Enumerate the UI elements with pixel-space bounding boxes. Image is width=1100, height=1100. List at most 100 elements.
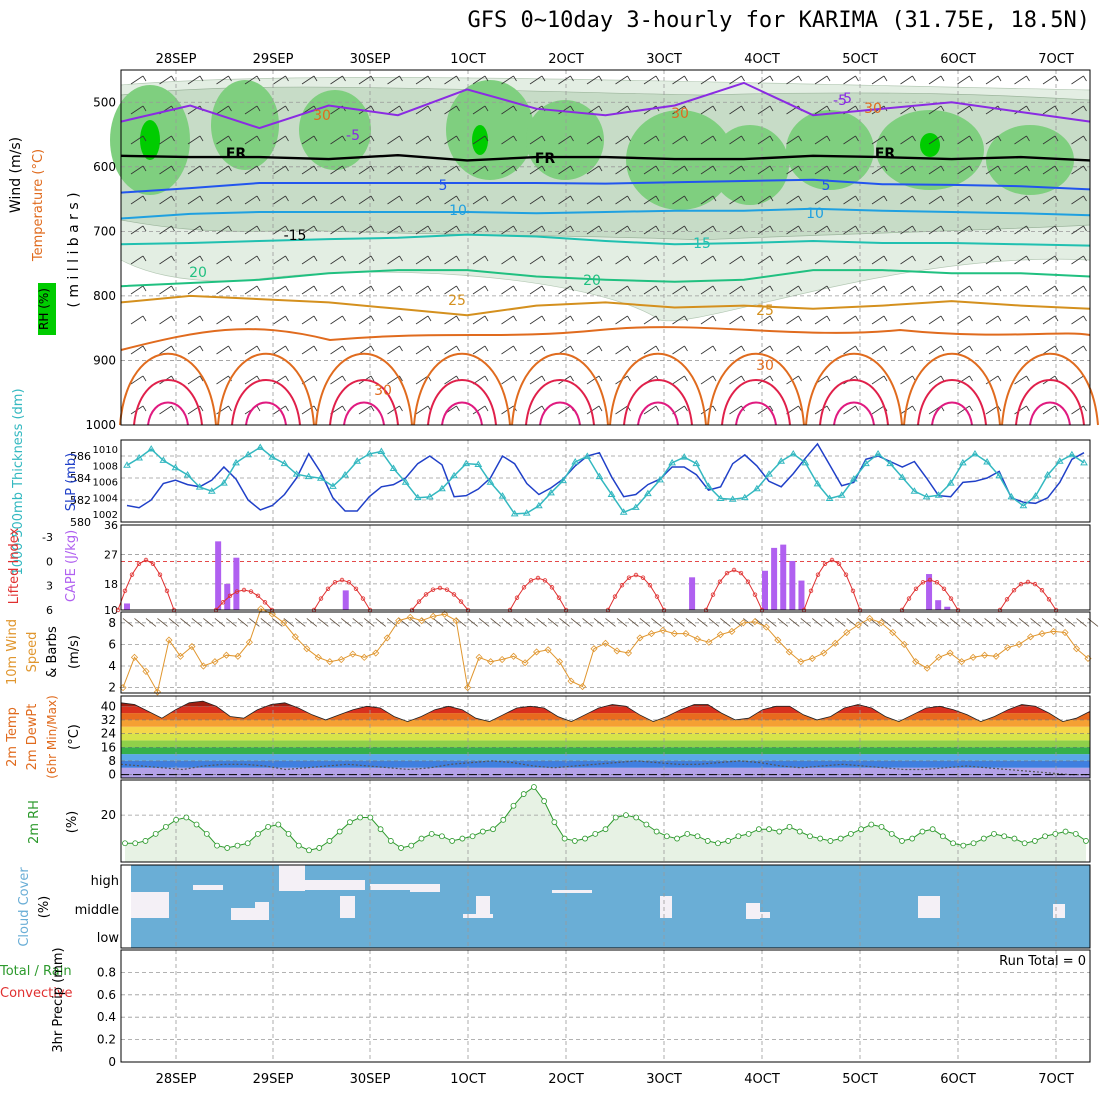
wind-barb-10m (409, 618, 421, 627)
wind-barb (444, 315, 457, 325)
contour-label: 30 (864, 101, 882, 117)
wind-barb (142, 345, 147, 352)
isotherm-35 (329, 379, 399, 426)
li-line (803, 559, 861, 611)
wind-barb (928, 315, 942, 325)
wind-barb (273, 255, 286, 265)
wind-barb (472, 225, 486, 235)
wind-barb (501, 285, 514, 295)
rh2m-marker (490, 826, 496, 833)
wind-barb (586, 255, 600, 265)
wind-barb (684, 75, 688, 82)
rh2m-marker (449, 838, 456, 844)
slp-marker (425, 492, 434, 500)
wind-barb-10m (800, 618, 812, 627)
li-marker (1018, 581, 1024, 587)
wind-barb (1054, 345, 1059, 352)
wind-barb (798, 315, 802, 322)
wind-barb-10m (880, 618, 892, 627)
wind-barb-10m (341, 618, 352, 627)
wind-barb (484, 345, 489, 352)
wind-barb (285, 375, 289, 382)
wind10-marker (981, 651, 989, 659)
wind-barb (855, 405, 859, 412)
pressure-tick: 700 (93, 224, 116, 238)
wind10-marker (383, 634, 391, 642)
slp-marker (644, 489, 652, 497)
wind-barb (444, 105, 457, 115)
wind-barb (712, 105, 717, 112)
wind-barb (900, 255, 913, 265)
wind10-marker (1004, 644, 1012, 652)
cloud-white (255, 902, 269, 920)
rh-axis-label: RH (%) (37, 288, 51, 330)
wind-barb (484, 75, 489, 82)
wind-barb (712, 285, 717, 292)
wind-barb (285, 315, 289, 322)
slp-marker (232, 458, 240, 466)
wind-barb (769, 345, 774, 352)
wind10-marker (372, 649, 380, 657)
li-tick: 6 (46, 604, 53, 617)
wind-barb (330, 135, 343, 145)
slp-marker (401, 478, 410, 485)
temp-band (121, 767, 1090, 778)
wind-barb (985, 135, 999, 145)
wind-barb (1042, 285, 1056, 295)
wind-barb (1042, 195, 1056, 205)
wind-barb (883, 345, 888, 352)
wind-barb-10m (697, 618, 708, 627)
wind-barb (643, 75, 657, 85)
wind-barb (940, 135, 945, 142)
wind-barb (684, 375, 688, 382)
wind-barb (712, 345, 717, 352)
isotherm-35 (819, 379, 889, 426)
slp-marker (207, 487, 216, 494)
wind-barb-10m (1053, 618, 1064, 627)
wind-barb (472, 405, 486, 415)
li-tick: 0 (46, 555, 53, 568)
slp-marker (571, 458, 580, 465)
slp-tick: 1010 (93, 445, 118, 456)
rh2m-marker (1072, 830, 1079, 837)
wind-barb (228, 105, 232, 112)
wind-barb (1083, 405, 1087, 412)
wind-barb-10m (1030, 618, 1041, 627)
wind-barb (957, 75, 970, 85)
wind-barb (700, 165, 714, 175)
rh2m-marker (173, 816, 180, 823)
wind-barb (541, 315, 546, 322)
wind-barb (798, 225, 802, 232)
rh2m-marker (244, 840, 251, 847)
wind10-marker (395, 617, 403, 625)
wind-barb (985, 375, 999, 385)
wind-barb (598, 375, 603, 382)
rh2m-marker (162, 823, 169, 830)
wind-barb (912, 405, 916, 412)
wind-barb (456, 195, 460, 202)
cape-bar (798, 580, 805, 610)
wind-barb (883, 315, 888, 322)
wind-barb (415, 225, 429, 235)
wind-barb-10m (1064, 618, 1076, 627)
wind-barb (883, 225, 888, 232)
wind-barb-10m (720, 618, 731, 627)
wind-barb (729, 405, 742, 415)
temp-tick: 8 (108, 754, 116, 768)
wind-barb-10m (651, 618, 662, 627)
li-line (411, 587, 469, 611)
wind-barb (358, 285, 372, 295)
wind-barb (444, 375, 457, 385)
wind-barb (997, 405, 1002, 412)
slp-marker (450, 471, 458, 479)
wind-barb (655, 405, 660, 412)
wind-barb (814, 405, 828, 415)
cape-bar (215, 541, 222, 610)
rh2m-marker (970, 840, 977, 847)
wind-barb (786, 285, 799, 295)
dewpt-axis-label: 2m DewPt (25, 704, 40, 771)
wind10-marker (188, 642, 196, 651)
wind-barb (456, 315, 460, 322)
thickness-tick: 584 (70, 472, 91, 485)
wind-barb (472, 285, 486, 295)
